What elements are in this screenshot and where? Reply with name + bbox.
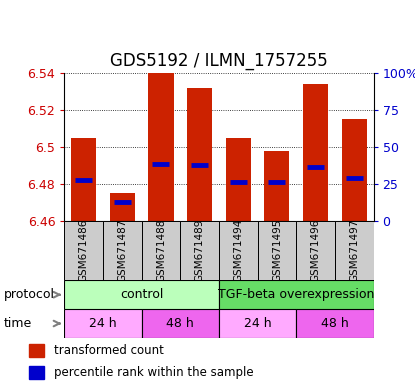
Bar	[296, 221, 335, 280]
Text: protocol: protocol	[4, 288, 55, 301]
Bar	[29, 366, 44, 379]
Text: transformed count: transformed count	[54, 344, 164, 358]
Text: GSM671489: GSM671489	[195, 219, 205, 282]
Title: GDS5192 / ILMN_1757255: GDS5192 / ILMN_1757255	[110, 52, 328, 70]
Bar	[64, 221, 103, 280]
Bar	[258, 221, 296, 280]
Text: GSM671486: GSM671486	[79, 219, 89, 282]
Bar	[64, 280, 219, 309]
Bar	[142, 221, 180, 280]
Text: GSM671497: GSM671497	[349, 219, 359, 282]
Text: TGF-beta overexpression: TGF-beta overexpression	[218, 288, 374, 301]
Bar	[342, 119, 367, 221]
Text: time: time	[4, 317, 32, 330]
Bar	[29, 344, 44, 357]
Bar	[303, 84, 328, 221]
Bar	[149, 73, 173, 221]
Bar	[103, 221, 142, 280]
Bar	[71, 137, 96, 221]
Text: GSM671487: GSM671487	[117, 219, 127, 282]
Bar	[110, 193, 135, 221]
Bar	[335, 221, 374, 280]
Bar	[226, 137, 251, 221]
Bar	[264, 151, 289, 221]
Bar	[180, 221, 219, 280]
Text: GSM671494: GSM671494	[233, 219, 243, 282]
Text: 48 h: 48 h	[321, 317, 349, 330]
Text: 24 h: 24 h	[89, 317, 117, 330]
Text: GSM671488: GSM671488	[156, 219, 166, 282]
Text: GSM671495: GSM671495	[272, 219, 282, 282]
Bar	[219, 280, 374, 309]
Bar	[64, 309, 142, 338]
Bar	[187, 88, 212, 221]
Text: GSM671496: GSM671496	[310, 219, 320, 282]
Text: 24 h: 24 h	[244, 317, 271, 330]
Bar	[296, 309, 374, 338]
Text: 48 h: 48 h	[166, 317, 194, 330]
Bar	[219, 309, 296, 338]
Bar	[219, 221, 258, 280]
Bar	[142, 309, 219, 338]
Text: control: control	[120, 288, 164, 301]
Text: percentile rank within the sample: percentile rank within the sample	[54, 366, 254, 379]
